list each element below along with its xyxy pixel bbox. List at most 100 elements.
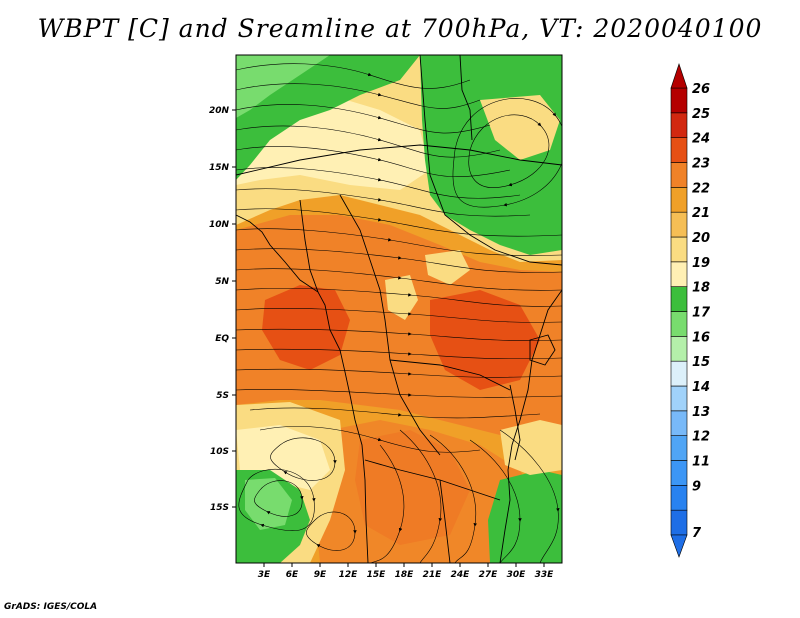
colorbar-swatch [670, 360, 688, 387]
colorbar-swatch [670, 187, 688, 213]
coastline-east [499, 289, 562, 563]
streamline [236, 348, 562, 360]
colorbar-label: 19 [692, 256, 710, 271]
colorbar-label: 25 [692, 107, 710, 122]
lat-label: 10S [210, 447, 229, 457]
colorbar-swatch [670, 410, 688, 436]
streamline [236, 167, 521, 199]
lat-axis: 20N 15N 10N 5N EQ 5S 10S 15S [209, 106, 236, 513]
colorbar-label: 23 [692, 157, 710, 172]
colorbar-swatch [670, 286, 688, 312]
streamline [236, 63, 471, 89]
colorbar-label: 20 [692, 231, 710, 246]
streamline [236, 228, 562, 256]
colorbar-label: 16 [692, 330, 710, 345]
lon-label: 3E [258, 570, 271, 580]
border-c [339, 194, 441, 456]
streamline [399, 429, 443, 563]
colorbar-label: 18 [692, 281, 710, 296]
colorbar-label: 17 [692, 306, 711, 321]
colorbar-swatch [670, 112, 688, 138]
streamline [236, 308, 562, 323]
lon-label: 30E [507, 570, 527, 580]
colorbar-swatch [670, 261, 688, 287]
colorbar-label: 14 [692, 380, 710, 395]
shade-tan-center-2 [425, 250, 470, 285]
streamline [236, 125, 501, 158]
border-b [419, 55, 562, 266]
lon-label: 15E [367, 570, 387, 580]
lon-axis: 3E 6E 9E 12E 15E 18E 21E 24E 27E 30E 33E [258, 563, 554, 580]
colorbar-bottom-arrow [670, 534, 688, 558]
colorbar-swatch [670, 460, 688, 486]
streamline [249, 407, 541, 419]
colorbar-swatch [670, 162, 688, 188]
colorbar-swatch [670, 435, 688, 461]
border-g [459, 55, 473, 141]
streamline [499, 429, 560, 563]
colorbar-label: 12 [692, 430, 710, 445]
shade-warm-south [315, 420, 540, 563]
colorbar-swatch [670, 87, 688, 114]
streamline [236, 288, 562, 307]
colorbar-swatch [670, 485, 688, 511]
lon-label: 21E [423, 570, 443, 580]
streamline [236, 368, 562, 378]
lake-tanganyika [509, 384, 521, 461]
colorbar-swatch [670, 385, 688, 412]
lon-label: 24E [451, 570, 471, 580]
colorbar-label: 7 [692, 526, 702, 541]
colorbar-label: 21 [692, 206, 710, 221]
lon-label: 12E [339, 570, 359, 580]
lat-label: 20N [209, 106, 230, 116]
colorbar-label: 11 [692, 455, 710, 470]
streamline [259, 426, 481, 453]
lon-label: 9E [314, 570, 327, 580]
streamline [236, 389, 562, 398]
shade-dark-core-east [430, 290, 540, 390]
colorbar-label: 22 [692, 181, 710, 196]
lake-victoria [529, 334, 556, 366]
colorbar: 7 9 11 12 13 14 15 16 17 18 19 20 21 22 23 24 25 26 [670, 63, 711, 558]
shade-dark-core-west [262, 285, 350, 370]
shade-green-southeast [488, 470, 562, 563]
colorbar-label: 9 [692, 479, 701, 494]
streamline-sw-vortex [270, 437, 337, 481]
border-h [439, 479, 451, 563]
streamline [236, 248, 562, 273]
colorbar-label: 24 [692, 132, 710, 147]
streamline [236, 104, 491, 134]
lat-label: 15N [209, 163, 230, 173]
streamline [469, 439, 522, 563]
colorbar-label: 13 [692, 405, 710, 420]
map-area [236, 55, 562, 563]
streamline-sw-vortex [238, 468, 316, 531]
colorbar-swatch [670, 211, 688, 238]
colorbar-top-arrow [670, 63, 688, 89]
lon-label: 6E [286, 570, 299, 580]
streamline [236, 188, 531, 217]
colorbar-swatch [670, 336, 688, 362]
lon-label: 18E [395, 570, 415, 580]
streamline-s-vortex [306, 511, 357, 551]
lon-label: 33E [535, 570, 555, 580]
map-frame [235, 54, 563, 564]
colorbar-swatch [670, 311, 688, 337]
lat-label: EQ [215, 334, 229, 344]
streamline [429, 434, 478, 563]
streamline [236, 268, 562, 291]
chart-title: WBPT [C] and Sreamline at 700hPa, VT: 20… [37, 14, 763, 43]
border-f [299, 199, 319, 293]
shade-tan-center-1 [385, 275, 418, 320]
colorbar-swatch [670, 137, 688, 163]
streamline [236, 146, 511, 178]
lat-label: 10N [209, 220, 230, 230]
colorbar-swatch [670, 509, 688, 536]
border-d [389, 359, 511, 391]
streamline [236, 83, 481, 109]
colorbar-label: 15 [692, 355, 710, 370]
lon-label: 27E [479, 570, 499, 580]
lat-label: 5S [216, 391, 229, 401]
lat-label: 5N [215, 277, 229, 287]
